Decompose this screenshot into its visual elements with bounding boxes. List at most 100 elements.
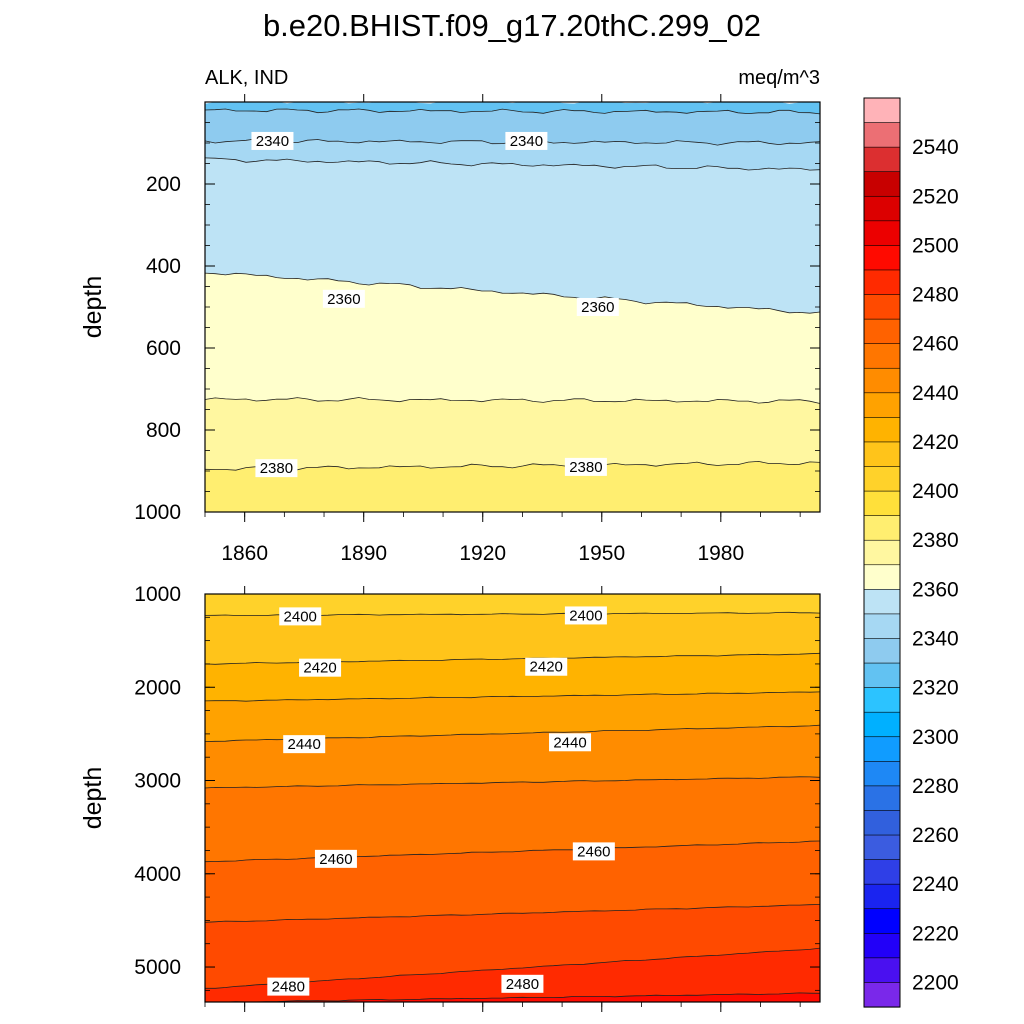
svg-text:2440: 2440	[288, 736, 321, 753]
colorbar-tick-label: 2500	[912, 234, 959, 257]
colorbar-swatch	[863, 441, 901, 468]
colorbar-tick-label: 2400	[912, 480, 959, 503]
colorbar-swatch	[863, 785, 901, 812]
colorbar-swatch	[863, 810, 901, 836]
colorbar-tick-label: 2300	[912, 726, 959, 749]
svg-text:2420: 2420	[530, 659, 563, 676]
contour-line	[204, 272, 821, 314]
colorbar-swatch	[863, 490, 901, 517]
colorbar-tick-label: 2520	[912, 185, 959, 208]
colorbar-tick-label: 2360	[912, 578, 959, 601]
contour-label: 2380	[564, 457, 607, 476]
y-tick-label: 3000	[134, 770, 181, 793]
colorbar-swatch	[863, 711, 901, 738]
colorbar-swatch	[863, 245, 901, 271]
contour-label: 2440	[283, 735, 326, 754]
x-tick-label: 1890	[340, 542, 387, 565]
contour-line	[205, 992, 821, 1003]
colorbar-tick-label: 2420	[912, 431, 959, 454]
x-tick-label: 1920	[459, 542, 506, 565]
y-tick-label: 400	[146, 255, 181, 278]
svg-text:2400: 2400	[284, 608, 317, 625]
contour-line	[204, 904, 821, 923]
y-axis-label: depth	[79, 276, 107, 339]
colorbar-tick-label: 2220	[912, 922, 959, 945]
svg-text:2480: 2480	[272, 979, 305, 996]
y-tick-label: 600	[146, 337, 181, 360]
colorbar-swatch	[863, 662, 901, 689]
colorbar-swatch	[863, 613, 901, 640]
colorbar-swatch	[863, 97, 901, 124]
colorbar-tick-label: 2280	[912, 775, 959, 798]
contour-line	[204, 397, 821, 404]
y-tick-label: 800	[146, 419, 181, 442]
x-tick-label: 1950	[578, 542, 625, 565]
colorbar-swatch	[863, 589, 901, 615]
svg-text:2460: 2460	[577, 843, 610, 860]
colorbar-swatch	[863, 883, 901, 910]
colorbar-swatch	[863, 539, 901, 566]
colorbar-swatch	[863, 908, 901, 934]
svg-text:2460: 2460	[319, 851, 352, 868]
colorbar: 2540 2520 2500 2480 2460 2440 2420 2400 2380 2360…	[863, 97, 959, 1008]
colorbar-swatch	[863, 466, 901, 492]
svg-text:2380: 2380	[569, 459, 602, 476]
colorbar-swatch	[863, 269, 901, 296]
colorbar-swatch	[863, 220, 901, 247]
colorbar-tick-label: 2480	[912, 284, 959, 307]
contour-label: 2440	[549, 733, 592, 752]
svg-text:2340: 2340	[510, 133, 543, 150]
colorbar-swatch	[863, 515, 901, 541]
contour-label: 2340	[251, 131, 294, 150]
y-axis-label: depth	[79, 767, 107, 830]
colorbar-swatch	[863, 687, 901, 713]
contour-label: 2340	[505, 131, 548, 150]
lower-depth-panel: 2400 2400 2420 2420 2440 2440 2460 2460 2480 2480…	[79, 583, 821, 1012]
colorbar-tick-label: 2440	[912, 382, 959, 405]
plot-frame	[204, 593, 821, 1003]
y-tick-label: 2000	[134, 676, 181, 699]
x-tick-label: 1980	[697, 542, 744, 565]
colorbar-tick-label: 2240	[912, 873, 959, 896]
x-tick-label: 1860	[221, 542, 268, 565]
contour-line	[204, 840, 821, 863]
svg-text:2360: 2360	[581, 299, 614, 316]
colorbar-swatch	[863, 146, 901, 173]
figure-title: b.e20.BHIST.f09_g17.20thC.299_02	[263, 8, 761, 43]
contour-label: 2480	[267, 977, 310, 996]
colorbar-tick-label: 2460	[912, 333, 959, 356]
contour-label: 2360	[322, 289, 365, 308]
colorbar-swatch	[863, 367, 901, 394]
contour-label: 2460	[572, 842, 615, 861]
upper-depth-panel: 2340 2340 2360 2360 2380 2380 200 400 600 800 1000…	[79, 94, 821, 565]
y-tick-label: 5000	[134, 956, 181, 979]
svg-text:2400: 2400	[569, 607, 602, 624]
colorbar-swatch	[863, 638, 901, 664]
y-tick-label: 1000	[134, 501, 181, 524]
colorbar-swatch	[863, 736, 901, 762]
colorbar-swatch	[863, 294, 901, 320]
colorbar-swatch	[863, 318, 901, 345]
colorbar-swatch	[863, 859, 901, 885]
contour-label: 2420	[525, 657, 568, 676]
contour-label: 2420	[299, 658, 342, 677]
contour-line	[204, 108, 821, 115]
contour-line	[204, 460, 821, 471]
colorbar-swatch	[863, 195, 901, 222]
contour-line	[204, 157, 821, 171]
colorbar-tick-label: 2540	[912, 136, 959, 159]
svg-text:2480: 2480	[506, 976, 539, 993]
y-tick-label: 200	[146, 173, 181, 196]
contour-label: 2360	[576, 298, 619, 316]
svg-text:2420: 2420	[303, 660, 336, 677]
colorbar-swatch	[863, 417, 901, 443]
y-tick-label: 4000	[134, 863, 181, 886]
colorbar-swatch	[863, 171, 901, 197]
colorbar-tick-label: 2340	[912, 627, 959, 650]
field-region-label: ALK, IND	[205, 67, 288, 89]
y-tick-label: 1000	[134, 583, 181, 606]
colorbar-swatch	[863, 982, 901, 1008]
colorbar-tick-label: 2260	[912, 824, 959, 847]
contour-line	[204, 691, 821, 702]
